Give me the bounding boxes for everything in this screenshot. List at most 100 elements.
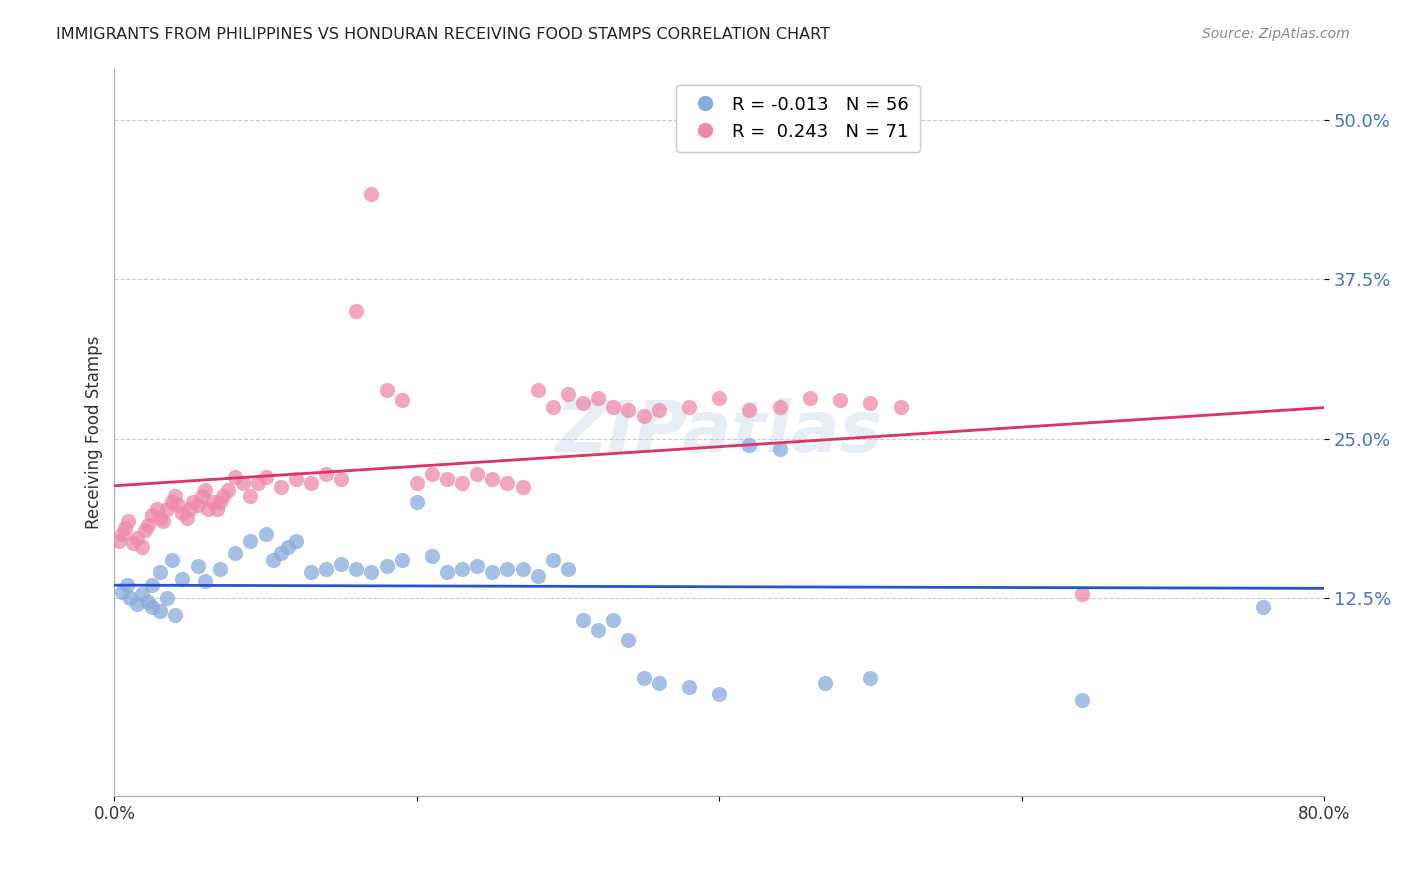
Point — [1253, 599, 1275, 614]
Point — [481, 566, 503, 580]
Point — [209, 562, 232, 576]
Point — [496, 476, 519, 491]
Point — [557, 562, 579, 576]
Point — [405, 495, 427, 509]
Point — [111, 527, 134, 541]
Point — [617, 633, 640, 648]
Point — [127, 598, 149, 612]
Point — [156, 501, 179, 516]
Point — [375, 383, 398, 397]
Point — [270, 480, 292, 494]
Point — [344, 562, 367, 576]
Point — [707, 687, 730, 701]
Point — [167, 498, 190, 512]
Point — [127, 531, 149, 545]
Point — [814, 676, 837, 690]
Point — [496, 562, 519, 576]
Point — [187, 498, 209, 512]
Point — [205, 501, 228, 516]
Point — [284, 472, 307, 486]
Point — [194, 483, 217, 497]
Point — [436, 472, 458, 486]
Point — [572, 396, 595, 410]
Point — [172, 506, 194, 520]
Point — [131, 540, 153, 554]
Point — [1071, 587, 1094, 601]
Point — [707, 391, 730, 405]
Point — [465, 559, 488, 574]
Point — [136, 518, 159, 533]
Point — [254, 527, 277, 541]
Point — [232, 476, 254, 491]
Point — [145, 501, 167, 516]
Point — [586, 391, 609, 405]
Point — [149, 510, 172, 524]
Point — [375, 559, 398, 574]
Point — [315, 467, 337, 482]
Point — [270, 546, 292, 560]
Point — [115, 578, 138, 592]
Text: IMMIGRANTS FROM PHILIPPINES VS HONDURAN RECEIVING FOOD STAMPS CORRELATION CHART: IMMIGRANTS FROM PHILIPPINES VS HONDURAN … — [56, 27, 830, 42]
Point — [197, 501, 219, 516]
Point — [262, 552, 284, 566]
Point — [859, 396, 882, 410]
Point — [391, 552, 413, 566]
Text: Source: ZipAtlas.com: Source: ZipAtlas.com — [1202, 27, 1350, 41]
Point — [160, 552, 183, 566]
Point — [181, 495, 204, 509]
Point — [436, 566, 458, 580]
Point — [239, 489, 262, 503]
Point — [315, 562, 337, 576]
Point — [111, 584, 134, 599]
Point — [117, 515, 139, 529]
Point — [830, 393, 852, 408]
Point — [212, 489, 235, 503]
Point — [224, 546, 246, 560]
Point — [284, 533, 307, 548]
Point — [633, 672, 655, 686]
Point — [299, 566, 322, 580]
Point — [156, 591, 179, 605]
Point — [572, 613, 595, 627]
Point — [131, 587, 153, 601]
Point — [163, 489, 186, 503]
Point — [277, 540, 299, 554]
Point — [330, 472, 353, 486]
Point — [163, 607, 186, 622]
Point — [176, 510, 198, 524]
Point — [360, 186, 382, 201]
Point — [526, 383, 548, 397]
Point — [114, 521, 136, 535]
Point — [405, 476, 427, 491]
Point — [617, 403, 640, 417]
Point — [239, 533, 262, 548]
Point — [769, 400, 792, 414]
Point — [512, 562, 534, 576]
Point — [136, 595, 159, 609]
Point — [586, 623, 609, 637]
Point — [141, 599, 163, 614]
Legend: R = -0.013   N = 56, R =  0.243   N = 71: R = -0.013 N = 56, R = 0.243 N = 71 — [676, 85, 920, 152]
Point — [541, 552, 564, 566]
Point — [172, 572, 194, 586]
Point — [420, 467, 443, 482]
Point — [141, 578, 163, 592]
Point — [647, 403, 669, 417]
Point — [108, 533, 131, 548]
Point — [678, 681, 700, 695]
Point — [191, 489, 214, 503]
Point — [209, 495, 232, 509]
Point — [678, 400, 700, 414]
Point — [512, 480, 534, 494]
Point — [141, 508, 163, 522]
Point — [344, 304, 367, 318]
Point — [859, 672, 882, 686]
Point — [149, 566, 172, 580]
Point — [201, 495, 224, 509]
Point — [179, 501, 201, 516]
Point — [194, 574, 217, 589]
Point — [799, 391, 821, 405]
Y-axis label: Receiving Food Stamps: Receiving Food Stamps — [86, 335, 103, 529]
Point — [420, 549, 443, 563]
Point — [160, 495, 183, 509]
